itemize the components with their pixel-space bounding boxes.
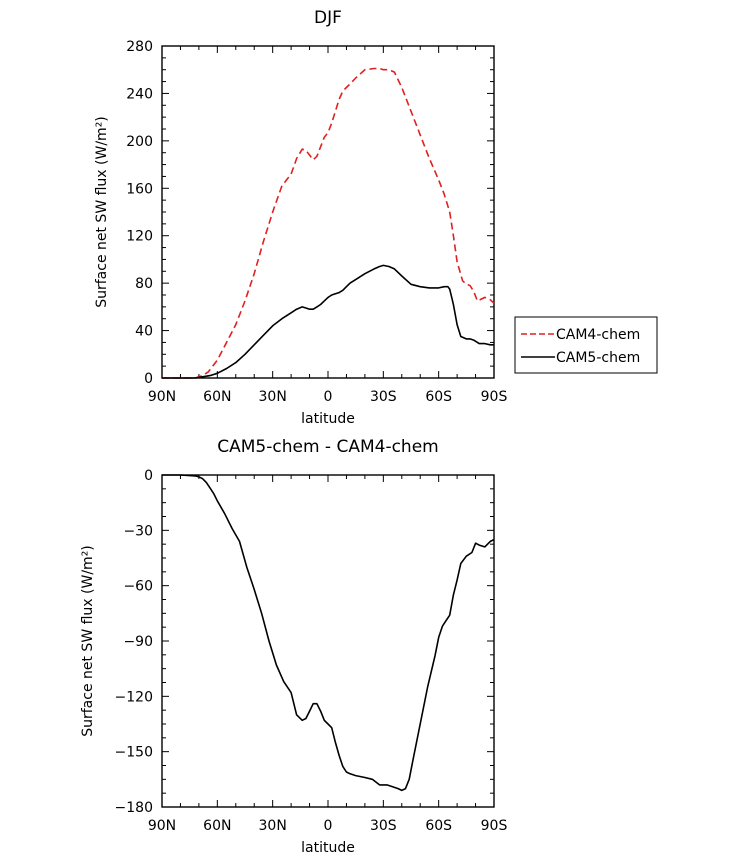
x-tick-label: 30S bbox=[370, 818, 397, 834]
x-tick-label: 60S bbox=[425, 389, 452, 405]
x-tick-label: 0 bbox=[324, 818, 333, 834]
x-tick-label: 60N bbox=[203, 389, 231, 405]
chart-panel-1: DJF 90N 60N 30N 0 30S 60S 90S 0 40 80 120 160 200 240 2… bbox=[94, 8, 658, 427]
chart-title: DJF bbox=[314, 8, 342, 28]
y-tick-label: 0 bbox=[144, 371, 153, 387]
x-tick-label: 90N bbox=[148, 818, 176, 834]
y-tick-label: −90 bbox=[123, 634, 153, 650]
legend-label: CAM5-chem bbox=[556, 350, 640, 366]
legend-box bbox=[514, 316, 658, 374]
y-axis-title: Surface net SW flux (W/m²) bbox=[94, 116, 110, 308]
y-tick-label: −180 bbox=[115, 800, 153, 816]
y-tick-label: 280 bbox=[126, 39, 153, 55]
legend-label: CAM4-chem bbox=[556, 327, 640, 343]
legend: CAM4-chem CAM5-chem bbox=[514, 316, 658, 374]
x-tick-label: 90S bbox=[481, 389, 508, 405]
x-axis-title: latitude bbox=[301, 411, 355, 427]
x-tick-label: 60N bbox=[203, 818, 231, 834]
plot-frame bbox=[161, 474, 495, 808]
y-tick-label: −120 bbox=[115, 689, 153, 705]
series-line-cam4-chem bbox=[162, 67, 495, 379]
y-tick-label: −150 bbox=[115, 745, 153, 761]
series-line-difference bbox=[162, 474, 495, 792]
x-tick-label: 0 bbox=[324, 389, 333, 405]
y-tick-label: 240 bbox=[126, 86, 153, 102]
series-line-cam5-chem bbox=[162, 264, 494, 379]
chart-panel-2: CAM5-chem - CAM4-chem 90N 60N 30N 0 30S 60S 90S… bbox=[80, 437, 507, 856]
y-tick-label: −60 bbox=[123, 579, 153, 595]
x-tick-label: 30N bbox=[259, 389, 287, 405]
x-tick-label: 60S bbox=[425, 818, 452, 834]
x-tick-label: 30S bbox=[370, 389, 397, 405]
y-tick-label: 0 bbox=[144, 468, 153, 484]
x-tick-label: 30N bbox=[259, 818, 287, 834]
y-tick-label: 160 bbox=[126, 181, 153, 197]
y-tick-label: 120 bbox=[126, 229, 153, 245]
y-tick-label: 80 bbox=[135, 276, 153, 292]
y-axis-title: Surface net SW flux (W/m²) bbox=[80, 545, 96, 737]
y-tick-label: 40 bbox=[135, 324, 153, 340]
x-axis-title: latitude bbox=[301, 840, 355, 856]
x-tick-label: 90N bbox=[148, 389, 176, 405]
chart-title: CAM5-chem - CAM4-chem bbox=[217, 437, 438, 457]
y-tick-label: −30 bbox=[123, 523, 153, 539]
plot-frame bbox=[161, 45, 495, 379]
x-tick-label: 90S bbox=[481, 818, 508, 834]
y-tick-label: 200 bbox=[126, 134, 153, 150]
